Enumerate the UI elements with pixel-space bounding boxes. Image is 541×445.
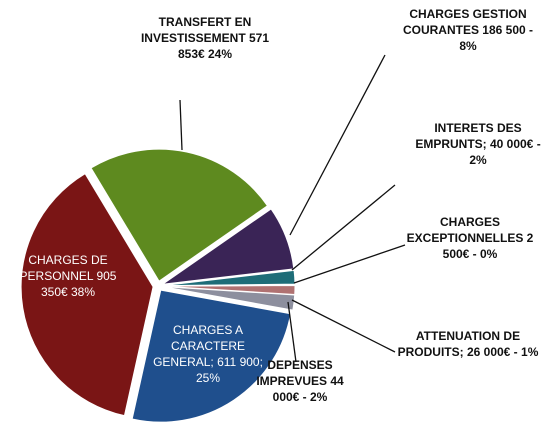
leader-line [291,184,396,271]
leader-line [293,244,406,284]
leader-line [291,299,396,353]
pie-slice [90,148,269,282]
pie-slice [131,289,292,423]
leader-line [179,99,183,151]
slice-label: INTERETS DES EMPRUNTS; 40 000€ - 2% [415,121,541,167]
leader-line [289,54,386,236]
slice-label: CHARGES GESTION COURANTES 186 500 - 8% [402,7,534,53]
leader-line [287,301,297,363]
slice-label: TRANSFERT EN INVESTISSEMENT 571 853€ 24% [140,15,270,61]
slice-label: CHARGES EXCEPTIONNELLES 2 500€ - 0% [406,215,534,261]
slice-label: CHARGES DE PERSONNEL 905 350€ 38% [19,253,117,299]
pie-slice [20,172,154,417]
pie-slice [162,269,296,287]
slice-label: ATTENUATION DE PRODUITS; 26 000€ - 1% [397,329,539,359]
slice-label: DEPENSES IMPREVUES 44 000€ - 2% [256,358,344,404]
slice-label: CHARGES A CARACTERE GENERAL; 611 900; 25… [153,323,263,385]
